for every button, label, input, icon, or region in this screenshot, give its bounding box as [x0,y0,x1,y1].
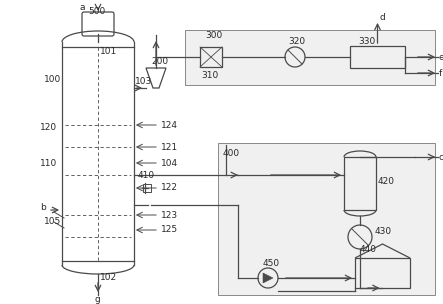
Text: 400: 400 [223,148,240,157]
Text: 102: 102 [100,274,117,282]
Bar [355,258,410,288]
Text: 310: 310 [201,71,218,80]
Text: d: d [380,13,385,22]
Bar [344,157,376,210]
Text: 330: 330 [358,36,375,46]
Text: f: f [439,68,442,78]
Text: 420: 420 [378,178,395,186]
Text: 200: 200 [151,57,168,67]
Text: b: b [40,202,46,212]
Text: 105: 105 [44,217,61,226]
Text: 440: 440 [360,246,377,254]
Text: c: c [439,153,443,161]
Text: a: a [80,4,85,12]
Bar [185,30,435,85]
Text: 300: 300 [205,30,222,40]
Bar [218,143,435,295]
Text: 450: 450 [263,260,280,268]
Text: 121: 121 [161,143,178,151]
Text: 110: 110 [40,158,57,168]
Text: 120: 120 [40,123,57,133]
Text: 500: 500 [88,8,105,16]
Text: 122: 122 [161,184,178,192]
Text: 103: 103 [135,78,152,87]
Bar [143,184,151,192]
Bar [350,46,405,68]
Text: 123: 123 [161,210,178,219]
Text: e: e [439,53,443,61]
Text: 104: 104 [161,158,178,168]
Text: 124: 124 [161,120,178,130]
Text: 125: 125 [161,226,178,234]
Text: 410: 410 [138,171,155,181]
Text: g: g [95,295,101,304]
Text: 100: 100 [44,75,61,85]
Polygon shape [263,273,273,283]
Text: 101: 101 [100,47,117,57]
Text: 430: 430 [375,227,392,237]
Bar [200,47,222,67]
Text: 320: 320 [288,37,305,47]
